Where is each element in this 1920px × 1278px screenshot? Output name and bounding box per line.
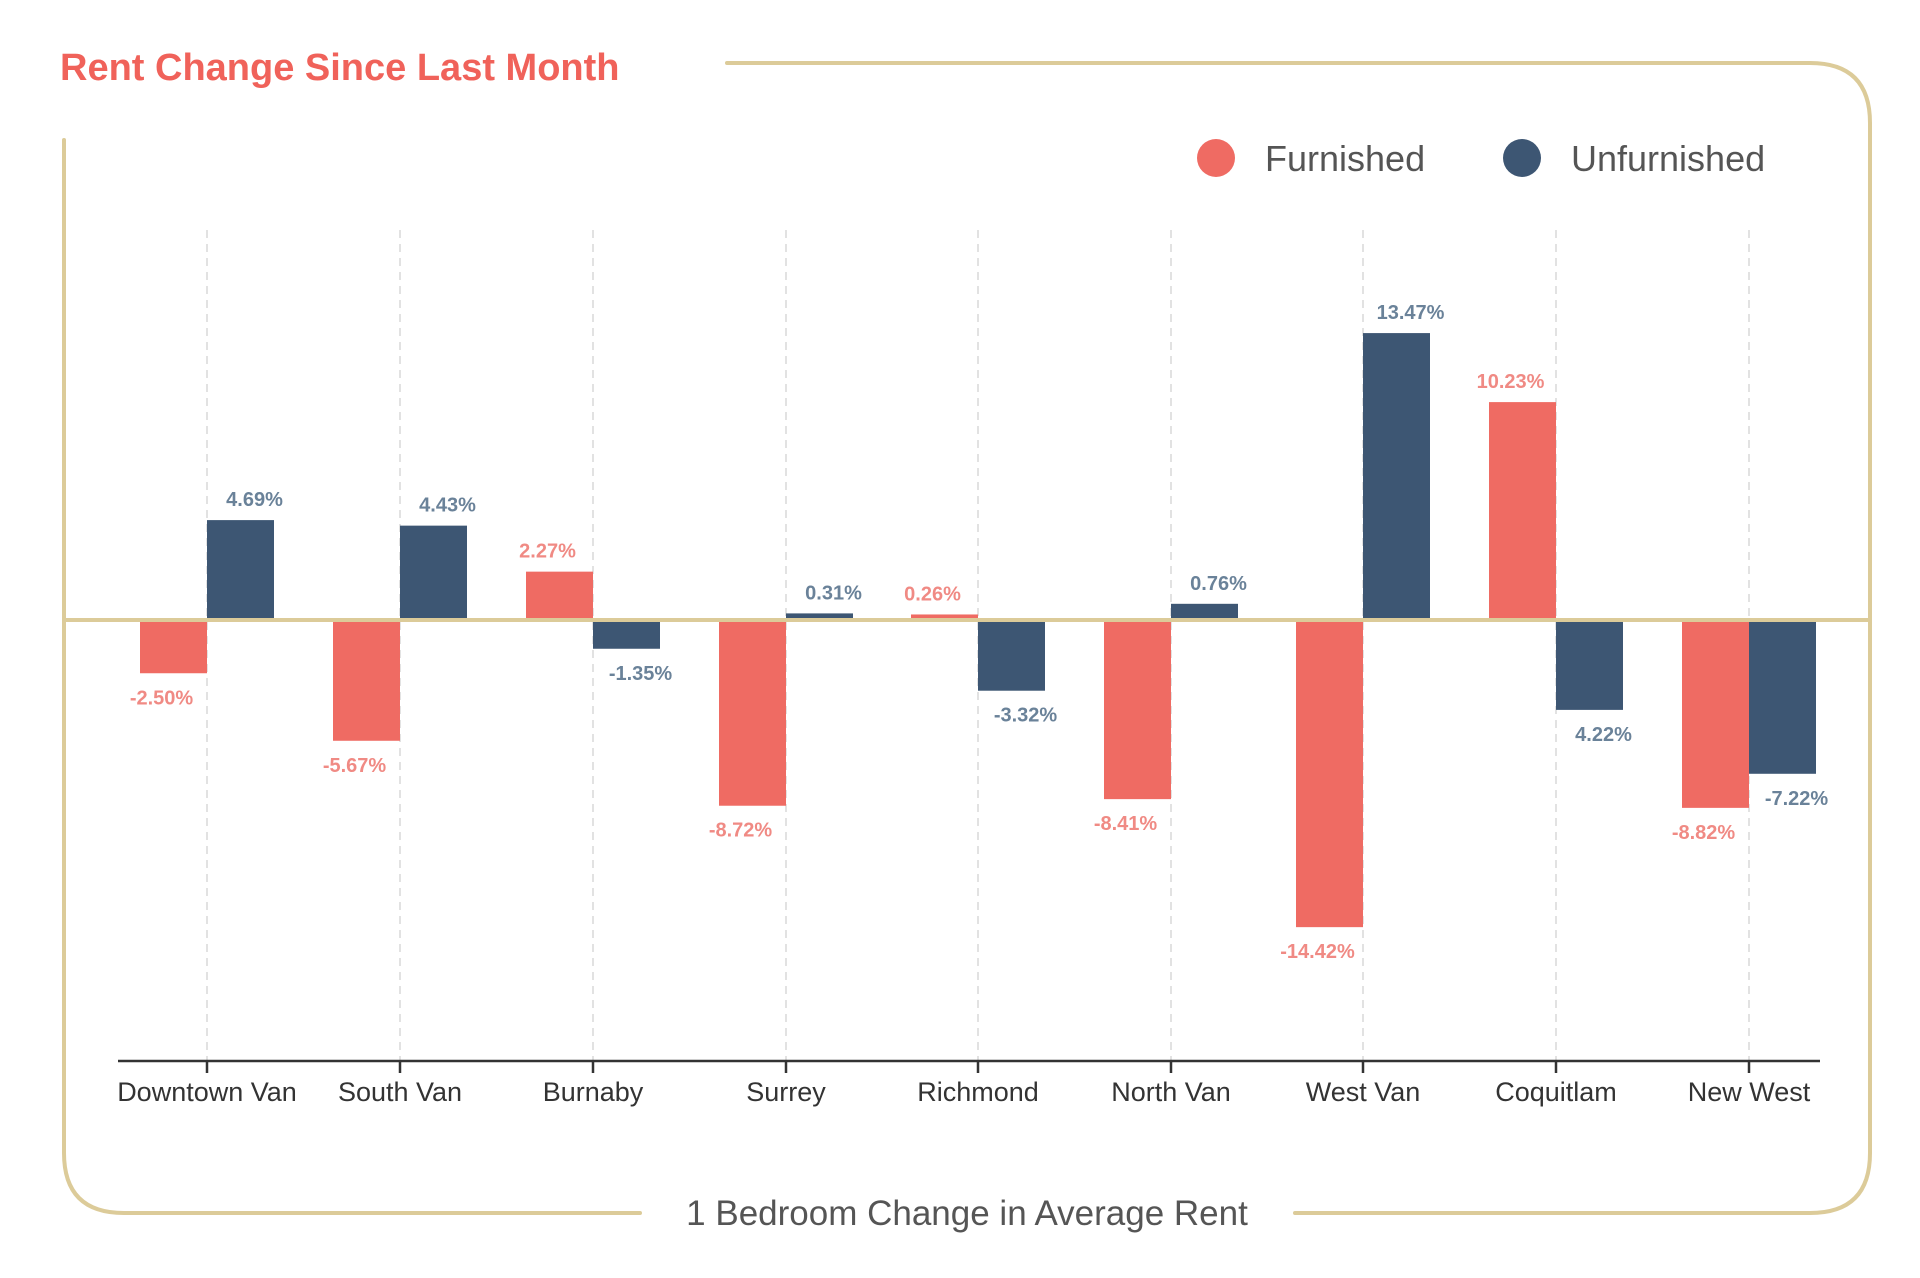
x-tick-label-7: Coquitlam — [1495, 1077, 1617, 1107]
value-label-furnished-3: -8.72% — [709, 820, 773, 842]
bar-unfurnished-3 — [786, 613, 853, 620]
chart-subtitle: 1 Bedroom Change in Average Rent — [686, 1194, 1248, 1233]
bar-unfurnished-2 — [593, 620, 660, 649]
bar-furnished-0 — [140, 620, 207, 674]
value-label-furnished-8: -8.82% — [1672, 822, 1736, 844]
bar-unfurnished-7 — [1556, 620, 1623, 710]
x-tick-label-8: New West — [1688, 1077, 1811, 1107]
value-label-furnished-5: -8.41% — [1094, 813, 1158, 835]
bar-furnished-5 — [1104, 620, 1171, 800]
value-label-furnished-1: -5.67% — [323, 755, 387, 777]
x-tick-label-1: South Van — [338, 1077, 462, 1107]
value-label-furnished-0: -2.50% — [130, 687, 194, 709]
bar-furnished-4 — [911, 614, 978, 620]
bar-unfurnished-6 — [1363, 333, 1430, 620]
value-label-unfurnished-0: 4.69% — [226, 489, 283, 511]
bar-unfurnished-0 — [207, 520, 274, 620]
bar-furnished-3 — [719, 620, 786, 806]
chart-title: Rent Change Since Last Month — [60, 47, 619, 89]
value-label-furnished-7: 10.23% — [1477, 371, 1545, 393]
bar-unfurnished-5 — [1171, 603, 1238, 620]
x-tick-label-5: North Van — [1111, 1077, 1231, 1107]
value-label-unfurnished-3: 0.31% — [805, 582, 862, 604]
bar-furnished-2 — [526, 571, 593, 620]
bar-furnished-7 — [1489, 402, 1556, 620]
x-tick-label-0: Downtown Van — [117, 1077, 297, 1107]
value-label-furnished-6: -14.42% — [1280, 941, 1355, 963]
x-tick-label-2: Burnaby — [543, 1077, 644, 1107]
bar-furnished-8 — [1682, 620, 1749, 808]
bar-unfurnished-8 — [1749, 620, 1816, 774]
value-label-unfurnished-1: 4.43% — [419, 495, 476, 517]
x-tick-label-4: Richmond — [917, 1077, 1039, 1107]
value-label-unfurnished-7: 4.22% — [1575, 724, 1632, 746]
x-tick-label-3: Surrey — [746, 1077, 826, 1107]
bar-furnished-6 — [1296, 620, 1363, 928]
value-label-unfurnished-6: 13.47% — [1377, 302, 1445, 324]
value-label-unfurnished-2: -1.35% — [609, 663, 673, 685]
bar-unfurnished-4 — [978, 620, 1045, 691]
value-label-furnished-2: 2.27% — [519, 541, 576, 563]
bar-furnished-1 — [333, 620, 400, 741]
value-label-unfurnished-8: -7.22% — [1765, 788, 1829, 810]
legend-label-0: Furnished — [1265, 138, 1425, 179]
value-label-unfurnished-4: -3.32% — [994, 705, 1058, 727]
chart-frame — [62, 61, 1872, 1215]
bar-unfurnished-1 — [400, 525, 467, 620]
legend-marker-1 — [1503, 139, 1541, 177]
legend-label-1: Unfurnished — [1571, 138, 1765, 179]
value-label-unfurnished-5: 0.76% — [1190, 573, 1247, 595]
x-tick-label-6: West Van — [1306, 1077, 1421, 1107]
value-label-furnished-4: 0.26% — [904, 583, 961, 605]
legend-marker-0 — [1197, 139, 1235, 177]
